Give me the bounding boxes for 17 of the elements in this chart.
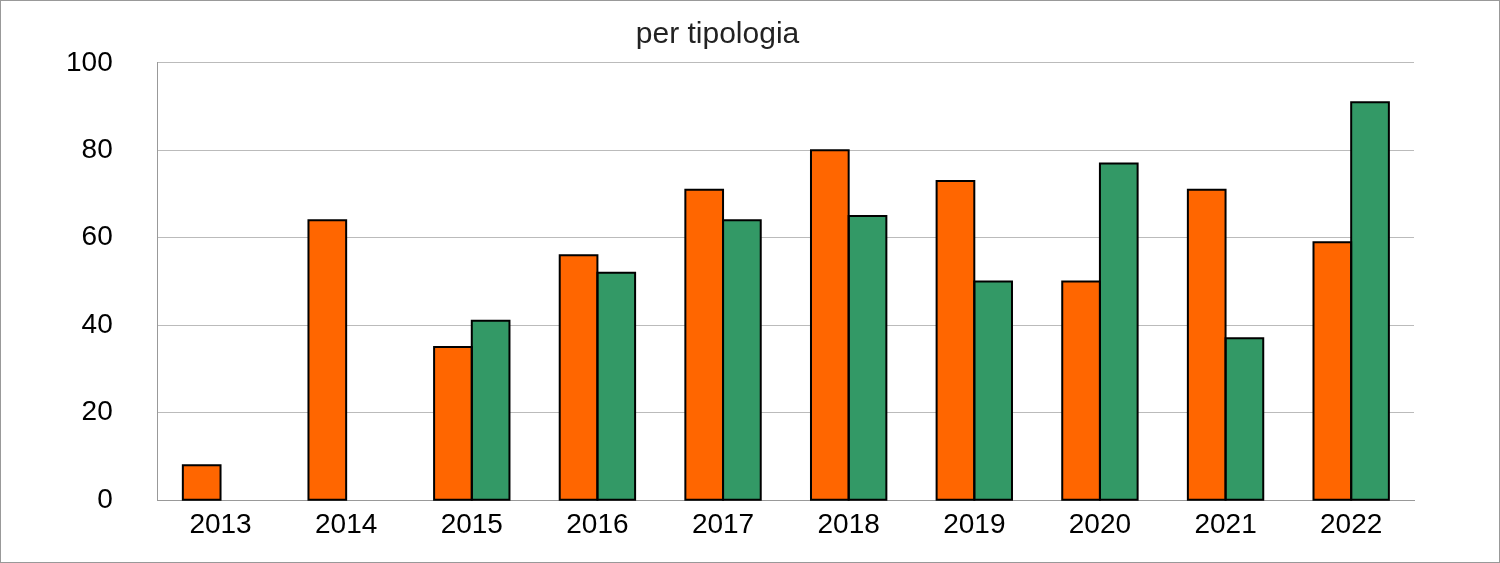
chart-title: per tipologia — [635, 16, 800, 50]
x-tick-label: 2021 — [1194, 507, 1257, 539]
x-tick-label: 2014 — [315, 507, 378, 539]
x-tick-label: 2019 — [943, 507, 1006, 539]
y-tick-label: 0 — [97, 482, 113, 514]
y-tick-label: 20 — [81, 395, 113, 427]
x-tick-label: 2015 — [440, 507, 503, 539]
x-tick-label: 2017 — [691, 507, 755, 539]
x-tick-label: 2013 — [189, 507, 252, 539]
x-tick-label: 2018 — [817, 507, 880, 539]
x-tick-label: 2020 — [1068, 507, 1132, 539]
x-tick-label: 2016 — [566, 507, 629, 539]
y-tick-label: 40 — [81, 307, 113, 339]
y-tick-label: 60 — [81, 220, 113, 252]
y-tick-label: 80 — [81, 133, 113, 164]
y-tick-label: 100 — [66, 45, 113, 77]
x-tick-label: 2022 — [1320, 507, 1383, 539]
